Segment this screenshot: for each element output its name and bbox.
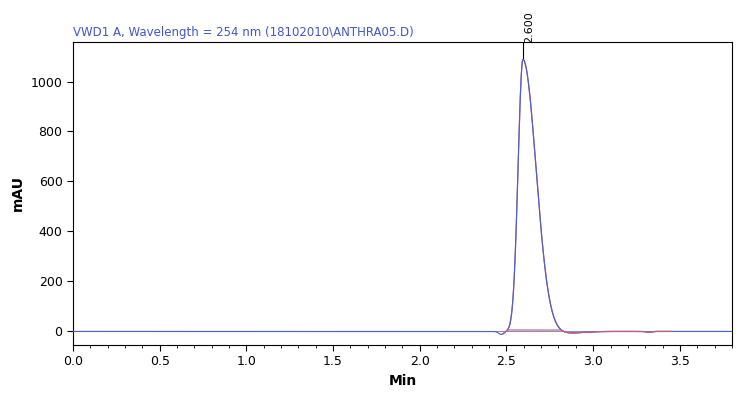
Y-axis label: mAU: mAU [11, 175, 25, 211]
X-axis label: Min: Min [389, 374, 417, 388]
Text: 2.600: 2.600 [524, 11, 533, 43]
Text: VWD1 A, Wavelength = 254 nm (18102010\ANTHRA05.D): VWD1 A, Wavelength = 254 nm (18102010\AN… [73, 26, 414, 39]
